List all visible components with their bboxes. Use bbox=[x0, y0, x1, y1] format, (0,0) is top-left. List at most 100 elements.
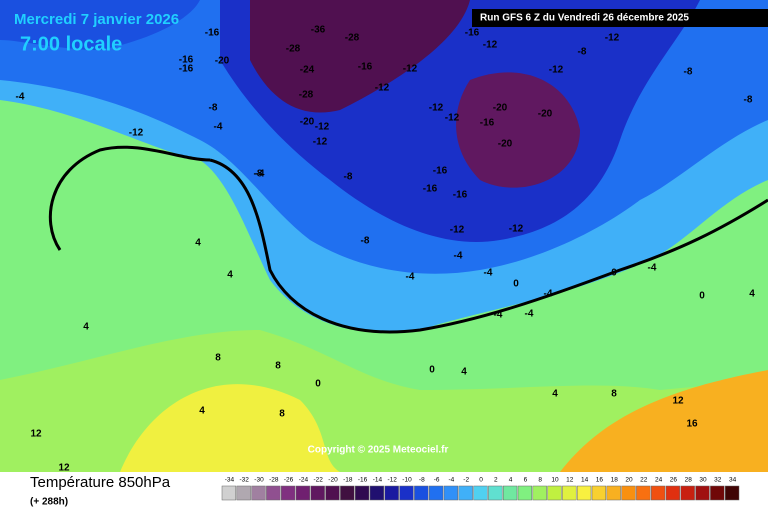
legend-swatch bbox=[576, 485, 592, 501]
legend-tick: 22 bbox=[640, 477, 648, 484]
legend-tick: -10 bbox=[402, 477, 412, 484]
contour-label: 4 bbox=[461, 367, 467, 378]
contour-label: 8 bbox=[275, 361, 281, 372]
contour-label: 0 bbox=[611, 268, 617, 279]
contour-label: 16 bbox=[686, 419, 698, 430]
legend-tick: 6 bbox=[524, 477, 528, 484]
contour-label: -20 bbox=[300, 117, 315, 128]
legend-swatch bbox=[532, 485, 547, 501]
contour-label: -12 bbox=[605, 33, 620, 44]
contour-label: -20 bbox=[215, 56, 230, 67]
legend-tick: -22 bbox=[313, 477, 323, 484]
legend-tick: -6 bbox=[434, 477, 440, 484]
contour-label: -4 bbox=[16, 92, 25, 103]
legend-swatch bbox=[458, 485, 473, 501]
contour-label: 8 bbox=[611, 389, 617, 400]
contour-label: 8 bbox=[279, 409, 285, 420]
legend-tick: 12 bbox=[566, 477, 574, 484]
contour-label: -12 bbox=[549, 65, 564, 76]
run-info: Run GFS 6 Z du Vendredi 26 décembre 2025 bbox=[480, 13, 689, 24]
date: Mercredi 7 janvier 2026 bbox=[14, 11, 179, 28]
zone-yellow bbox=[120, 384, 340, 472]
contour-label: -16 bbox=[480, 118, 495, 129]
legend-tick: 20 bbox=[625, 477, 633, 484]
legend-swatch bbox=[547, 485, 562, 501]
contour-label: -16 bbox=[179, 55, 194, 66]
zone-nw bbox=[0, 0, 200, 50]
contour-label: -8 bbox=[344, 172, 353, 183]
legend-swatch bbox=[517, 485, 533, 501]
legend-swatch bbox=[680, 485, 695, 501]
zone-orange bbox=[560, 370, 768, 472]
legend-swatch bbox=[369, 485, 385, 501]
legend-swatch bbox=[354, 485, 370, 501]
legend-swatch bbox=[221, 485, 237, 501]
legend-tick: -18 bbox=[343, 477, 353, 484]
legend-tick: -28 bbox=[269, 477, 279, 484]
contour-label: -4 bbox=[648, 263, 657, 274]
legend-swatch bbox=[562, 485, 577, 501]
legend-swatch bbox=[295, 485, 311, 501]
contour-label: 4 bbox=[552, 389, 558, 400]
contour-label: -8 bbox=[361, 236, 370, 247]
contour-label: -8 bbox=[684, 67, 693, 78]
contour-label: -16 bbox=[453, 190, 468, 201]
contour-label: -12 bbox=[129, 128, 144, 139]
zero-isotherm bbox=[209, 158, 768, 334]
contour-label: -4 bbox=[406, 272, 415, 283]
contour-label: -16 bbox=[423, 184, 438, 195]
legend-tick: 16 bbox=[596, 477, 604, 484]
legend-tick: 30 bbox=[699, 477, 707, 484]
legend-tick: -26 bbox=[284, 477, 294, 484]
legend-tick: 24 bbox=[655, 477, 663, 484]
contour-label: -16 bbox=[179, 64, 194, 75]
contour-label: -4 bbox=[525, 309, 534, 320]
contour-label: 4 bbox=[199, 406, 205, 417]
contour-label: -4 bbox=[494, 310, 503, 321]
legend-swatch bbox=[428, 485, 444, 501]
legend-tick: 32 bbox=[714, 477, 722, 484]
contour-label: -8 bbox=[254, 169, 263, 180]
legend-tick: 18 bbox=[611, 477, 619, 484]
legend-swatch bbox=[236, 485, 251, 501]
legend-tick: -32 bbox=[239, 477, 249, 484]
legend-swatch bbox=[384, 485, 399, 501]
contour-label: -28 bbox=[299, 90, 314, 101]
legend-tick: 0 bbox=[479, 477, 483, 484]
contour-label: 8 bbox=[215, 353, 221, 364]
contour-label: -12 bbox=[313, 137, 328, 148]
contour-label: -28 bbox=[286, 44, 301, 55]
legend-tick: 2 bbox=[494, 477, 498, 484]
zero-isotherm bbox=[48, 145, 211, 251]
legend-swatch bbox=[488, 485, 503, 501]
legend-tick: -14 bbox=[373, 477, 383, 484]
legend-swatch bbox=[399, 485, 414, 501]
zone-purple bbox=[250, 0, 470, 113]
contour-label: 12 bbox=[672, 396, 684, 407]
contour-label: 4 bbox=[195, 238, 201, 249]
legend-tick: 14 bbox=[581, 477, 589, 484]
legend-tick: 4 bbox=[509, 477, 513, 484]
contour-label: -28 bbox=[345, 33, 360, 44]
contour-label: -4 bbox=[484, 268, 493, 279]
contour-label: -24 bbox=[300, 65, 315, 76]
run-box bbox=[472, 9, 768, 27]
contour-label: -20 bbox=[498, 139, 513, 150]
legend-swatch bbox=[325, 485, 340, 501]
legend-tick: -4 bbox=[449, 477, 455, 484]
contour-label: -8 bbox=[744, 95, 753, 106]
contour-label: -16 bbox=[205, 28, 220, 39]
contour-label: -4 bbox=[454, 251, 463, 262]
legend-tick: -20 bbox=[328, 477, 338, 484]
legend-swatch bbox=[636, 485, 651, 501]
footer-title: Température 850hPa bbox=[30, 474, 171, 491]
legend-swatch bbox=[280, 485, 296, 501]
legend-swatch bbox=[414, 485, 429, 501]
legend-tick: -16 bbox=[358, 477, 368, 484]
contour-label: -12 bbox=[483, 40, 498, 51]
contour-label: -12 bbox=[509, 224, 524, 235]
contour-label: -8 bbox=[578, 47, 587, 58]
legend-tick: -30 bbox=[254, 477, 264, 484]
legend-swatch bbox=[665, 485, 681, 501]
